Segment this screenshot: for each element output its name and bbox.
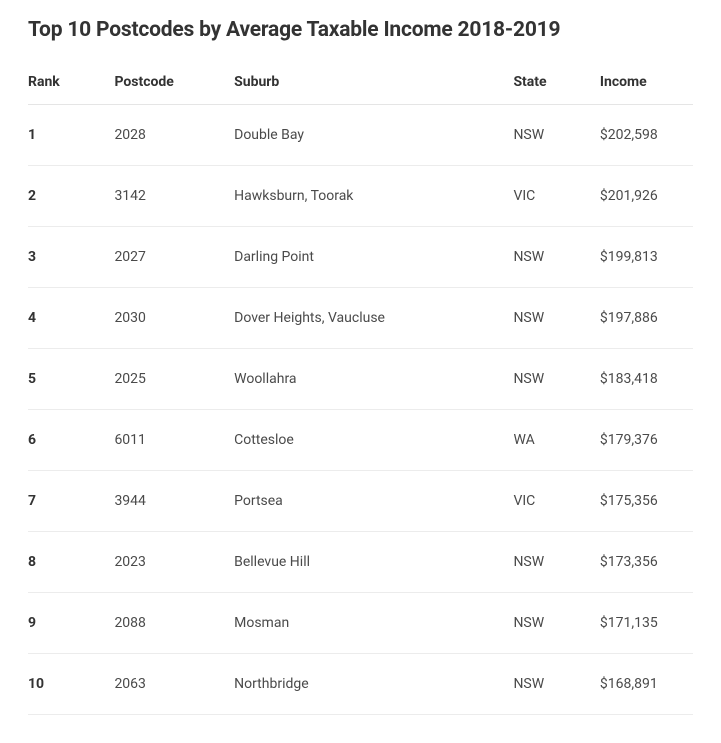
income-table: Rank Postcode Suburb State Income 1 2028… xyxy=(28,60,693,715)
cell-state: NSW xyxy=(513,532,599,593)
table-row: 7 3944 Portsea VIC $175,356 xyxy=(28,471,693,532)
cell-income: $201,926 xyxy=(600,166,693,227)
cell-postcode: 2027 xyxy=(114,227,234,288)
table-row: 3 2027 Darling Point NSW $199,813 xyxy=(28,227,693,288)
col-header-postcode: Postcode xyxy=(114,60,234,105)
cell-rank: 8 xyxy=(28,532,114,593)
cell-state: NSW xyxy=(513,593,599,654)
cell-state: VIC xyxy=(513,166,599,227)
cell-state: VIC xyxy=(513,471,599,532)
cell-rank: 1 xyxy=(28,105,114,166)
cell-postcode: 2063 xyxy=(114,654,234,715)
cell-income: $168,891 xyxy=(600,654,693,715)
cell-suburb: Northbridge xyxy=(234,654,513,715)
cell-postcode: 6011 xyxy=(114,410,234,471)
table-header-row: Rank Postcode Suburb State Income xyxy=(28,60,693,105)
cell-suburb: Cottesloe xyxy=(234,410,513,471)
cell-suburb: Portsea xyxy=(234,471,513,532)
cell-rank: 7 xyxy=(28,471,114,532)
cell-rank: 6 xyxy=(28,410,114,471)
cell-suburb: Double Bay xyxy=(234,105,513,166)
cell-income: $199,813 xyxy=(600,227,693,288)
cell-rank: 4 xyxy=(28,288,114,349)
col-header-suburb: Suburb xyxy=(234,60,513,105)
cell-rank: 10 xyxy=(28,654,114,715)
cell-income: $183,418 xyxy=(600,349,693,410)
cell-state: NSW xyxy=(513,105,599,166)
cell-income: $175,356 xyxy=(600,471,693,532)
cell-income: $173,356 xyxy=(600,532,693,593)
cell-postcode: 3944 xyxy=(114,471,234,532)
cell-state: NSW xyxy=(513,349,599,410)
table-row: 9 2088 Mosman NSW $171,135 xyxy=(28,593,693,654)
cell-postcode: 2028 xyxy=(114,105,234,166)
table-row: 6 6011 Cottesloe WA $179,376 xyxy=(28,410,693,471)
table-row: 8 2023 Bellevue Hill NSW $173,356 xyxy=(28,532,693,593)
cell-suburb: Darling Point xyxy=(234,227,513,288)
cell-income: $197,886 xyxy=(600,288,693,349)
table-row: 5 2025 Woollahra NSW $183,418 xyxy=(28,349,693,410)
cell-income: $202,598 xyxy=(600,105,693,166)
cell-postcode: 2025 xyxy=(114,349,234,410)
cell-suburb: Bellevue Hill xyxy=(234,532,513,593)
cell-suburb: Mosman xyxy=(234,593,513,654)
cell-postcode: 2088 xyxy=(114,593,234,654)
page-title: Top 10 Postcodes by Average Taxable Inco… xyxy=(28,18,693,42)
table-row: 10 2063 Northbridge NSW $168,891 xyxy=(28,654,693,715)
cell-suburb: Woollahra xyxy=(234,349,513,410)
col-header-rank: Rank xyxy=(28,60,114,105)
table-row: 1 2028 Double Bay NSW $202,598 xyxy=(28,105,693,166)
col-header-income: Income xyxy=(600,60,693,105)
cell-suburb: Dover Heights, Vaucluse xyxy=(234,288,513,349)
cell-state: NSW xyxy=(513,227,599,288)
cell-income: $179,376 xyxy=(600,410,693,471)
table-body: 1 2028 Double Bay NSW $202,598 2 3142 Ha… xyxy=(28,105,693,715)
cell-rank: 3 xyxy=(28,227,114,288)
cell-state: NSW xyxy=(513,654,599,715)
table-row: 4 2030 Dover Heights, Vaucluse NSW $197,… xyxy=(28,288,693,349)
cell-suburb: Hawksburn, Toorak xyxy=(234,166,513,227)
cell-postcode: 3142 xyxy=(114,166,234,227)
cell-postcode: 2030 xyxy=(114,288,234,349)
col-header-state: State xyxy=(513,60,599,105)
cell-postcode: 2023 xyxy=(114,532,234,593)
cell-rank: 5 xyxy=(28,349,114,410)
cell-state: NSW xyxy=(513,288,599,349)
cell-rank: 2 xyxy=(28,166,114,227)
cell-state: WA xyxy=(513,410,599,471)
cell-income: $171,135 xyxy=(600,593,693,654)
cell-rank: 9 xyxy=(28,593,114,654)
table-row: 2 3142 Hawksburn, Toorak VIC $201,926 xyxy=(28,166,693,227)
